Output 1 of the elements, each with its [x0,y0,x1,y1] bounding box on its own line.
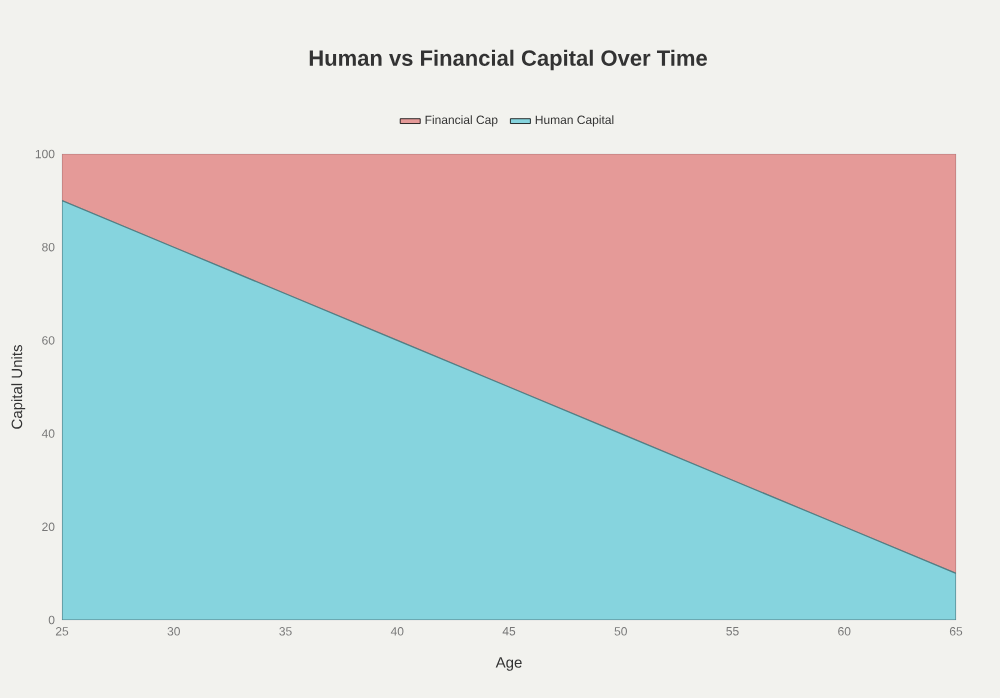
chart-title: Human vs Financial Capital Over Time [309,49,707,71]
